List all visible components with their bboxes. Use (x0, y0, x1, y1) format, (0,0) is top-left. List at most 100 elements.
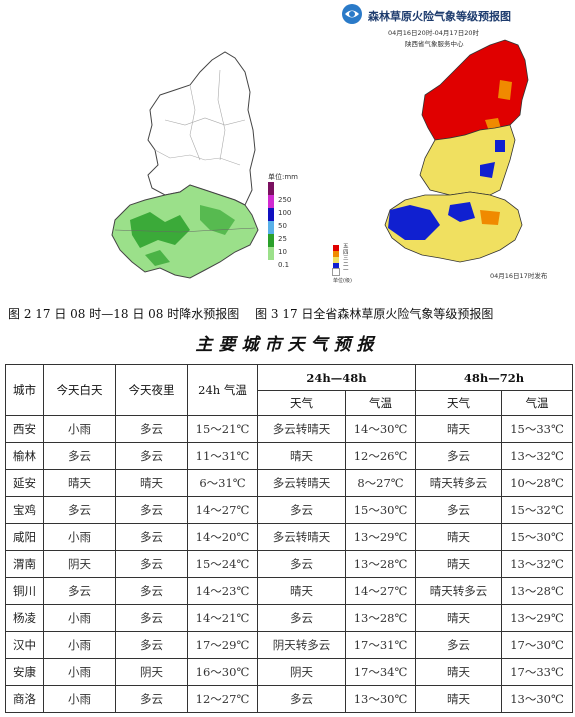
fire-map-org: 陕西省气象服务中心 (405, 40, 464, 48)
cell-temp-48h: 14～27℃ (344, 577, 417, 605)
legend-tick: 0.1 (278, 261, 290, 269)
table-header-row: 城市 今天白天 今天夜里 24h 气温 24h—48h 48h—72h (5, 364, 574, 416)
table-row: 汉中 小雨 多云 17～29℃ 阴天转多云 17～31℃ 多云 17～30℃ (5, 631, 574, 659)
cell-today-night: 多云 (115, 415, 188, 443)
legend-tick: 10 (278, 248, 287, 256)
cell-city: 铜川 (5, 577, 44, 605)
fire-legend-tick: 五 (343, 244, 349, 250)
fire-legend-ticks: 五 四 三 二 一 (343, 244, 349, 274)
fire-map-issued: 04月16日17时发布 (490, 272, 548, 280)
header-group-72h: 48h—72h (415, 364, 574, 391)
fire-map-title: 森林草原火险气象等级预报图 (368, 10, 511, 23)
cell-today-night: 多云 (115, 496, 188, 524)
table-row: 榆林 多云 多云 11～31℃ 晴天 12～26℃ 多云 13～32℃ (5, 442, 574, 470)
fire-legend-tick: 三 (343, 256, 349, 262)
cell-weather-72h: 晴天 (415, 523, 503, 551)
fire-legend-tick: 四 (343, 250, 349, 256)
cell-temp-48h: 17～34℃ (344, 658, 417, 686)
legend-swatch-25 (268, 221, 274, 234)
cell-weather-48h: 多云 (257, 685, 346, 713)
table-row: 商洛 小雨 多云 12～27℃ 多云 13～30℃ 晴天 13～30℃ (5, 685, 574, 713)
fire-danger-map-image (384, 39, 529, 263)
cell-today-day: 小雨 (43, 658, 116, 686)
precipitation-legend-ticks: 250 100 50 25 10 0.1 (278, 194, 291, 272)
cell-temp-24h: 14～20℃ (187, 523, 258, 551)
cell-today-night: 多云 (115, 550, 188, 578)
fire-legend-swatch-3 (333, 257, 339, 263)
cell-today-day: 小雨 (43, 604, 116, 632)
precipitation-legend-title: 单位:mm (268, 173, 298, 181)
cell-temp-24h: 14～27℃ (187, 496, 258, 524)
cell-today-night: 多云 (115, 631, 188, 659)
table-row: 西安 小雨 多云 15～21℃ 多云转晴天 14～30℃ 晴天 15～33℃ (5, 415, 574, 443)
table-row: 宝鸡 多云 多云 14～27℃ 多云 15～30℃ 多云 15～32℃ (5, 496, 574, 524)
fire-legend-swatch-5 (333, 245, 339, 251)
header-weather-72h: 天气 (415, 390, 503, 416)
cell-city: 西安 (5, 415, 44, 443)
cell-temp-24h: 14～21℃ (187, 604, 258, 632)
table-subheader-row: 天气 气温 天气 气温 (6, 390, 574, 416)
header-weather-48h: 天气 (257, 390, 346, 416)
legend-swatch-0-1 (268, 247, 274, 260)
header-temp-24h: 24h 气温 (187, 364, 258, 416)
cell-temp-72h: 17～33℃ (501, 658, 574, 686)
cell-weather-48h: 多云转晴天 (257, 415, 346, 443)
cell-temp-24h: 14～23℃ (187, 577, 258, 605)
cell-temp-72h: 15～32℃ (501, 496, 574, 524)
cell-today-night: 多云 (115, 685, 188, 713)
cell-weather-72h: 晴天 (415, 415, 503, 443)
cell-temp-48h: 8～27℃ (344, 469, 417, 497)
cell-today-night: 多云 (115, 604, 188, 632)
cell-weather-48h: 阴天 (257, 658, 346, 686)
table-row: 安康 小雨 阴天 16～30℃ 阴天 17～34℃ 晴天 17～33℃ (5, 658, 574, 686)
cell-temp-48h: 17～31℃ (344, 631, 417, 659)
header-today-day: 今天白天 (43, 364, 116, 416)
cell-temp-72h: 15～30℃ (501, 523, 574, 551)
cell-temp-72h: 10～28℃ (501, 469, 574, 497)
cell-today-night: 多云 (115, 442, 188, 470)
cell-temp-24h: 17～29℃ (187, 631, 258, 659)
cell-weather-72h: 晴天 (415, 685, 503, 713)
cell-weather-48h: 晴天 (257, 442, 346, 470)
precipitation-map-image (111, 51, 259, 279)
cell-temp-72h: 13～32℃ (501, 442, 574, 470)
cell-weather-48h: 多云转晴天 (257, 469, 346, 497)
precipitation-map: 单位:mm 250 100 50 25 10 0.1 (40, 0, 310, 295)
cell-temp-72h: 13～28℃ (501, 577, 574, 605)
precipitation-legend: 单位:mm 250 100 50 25 10 0.1 (268, 172, 298, 269)
cell-temp-48h: 12～26℃ (344, 442, 417, 470)
cell-weather-72h: 晴天 (415, 550, 503, 578)
cell-weather-48h: 多云转晴天 (257, 523, 346, 551)
cell-city: 延安 (5, 469, 44, 497)
cell-temp-24h: 15～21℃ (187, 415, 258, 443)
table-row: 延安 晴天 晴天 6～31℃ 多云转晴天 8～27℃ 晴天转多云 10～28℃ (5, 469, 574, 497)
cell-city: 咸阳 (5, 523, 44, 551)
header-today-night: 今天夜里 (115, 364, 188, 416)
cell-temp-48h: 13～28℃ (344, 604, 417, 632)
table-row: 渭南 阴天 多云 15～24℃ 多云 13～28℃ 晴天 13～32℃ (5, 550, 574, 578)
header-city: 城市 (5, 364, 44, 416)
cell-today-day: 多云 (43, 496, 116, 524)
legend-swatch-100 (268, 195, 274, 208)
cell-today-day: 晴天 (43, 469, 116, 497)
cell-weather-48h: 多云 (257, 550, 346, 578)
legend-tick: 250 (278, 196, 292, 204)
cell-temp-72h: 17～30℃ (501, 631, 574, 659)
cell-city: 安康 (5, 658, 44, 686)
cell-temp-72h: 15～33℃ (501, 415, 574, 443)
cell-temp-72h: 13～32℃ (501, 550, 574, 578)
cell-city: 榆林 (5, 442, 44, 470)
table-row: 咸阳 小雨 多云 14～20℃ 多云转晴天 13～29℃ 晴天 15～30℃ (5, 523, 574, 551)
figure-2-caption: 图 2 17 日 08 时—18 日 08 时降水预报图 (8, 307, 240, 321)
weather-service-logo-icon (342, 4, 362, 24)
cell-city: 宝鸡 (5, 496, 44, 524)
fire-danger-map: 森林草原火险气象等级预报图 04月16日20时-04月17日20时 陕西省气象服… (330, 0, 575, 295)
cell-temp-48h: 13～29℃ (344, 523, 417, 551)
cell-weather-72h: 多云 (415, 631, 503, 659)
table-row: 铜川 多云 多云 14～23℃ 晴天 14～27℃ 晴天转多云 13～28℃ (5, 577, 574, 605)
legend-tick: 50 (278, 222, 287, 230)
fire-legend-swatch-2 (333, 263, 339, 269)
cell-temp-24h: 12～27℃ (187, 685, 258, 713)
fire-legend-title: 单位(级) (333, 278, 352, 284)
cell-today-day: 阴天 (43, 550, 116, 578)
